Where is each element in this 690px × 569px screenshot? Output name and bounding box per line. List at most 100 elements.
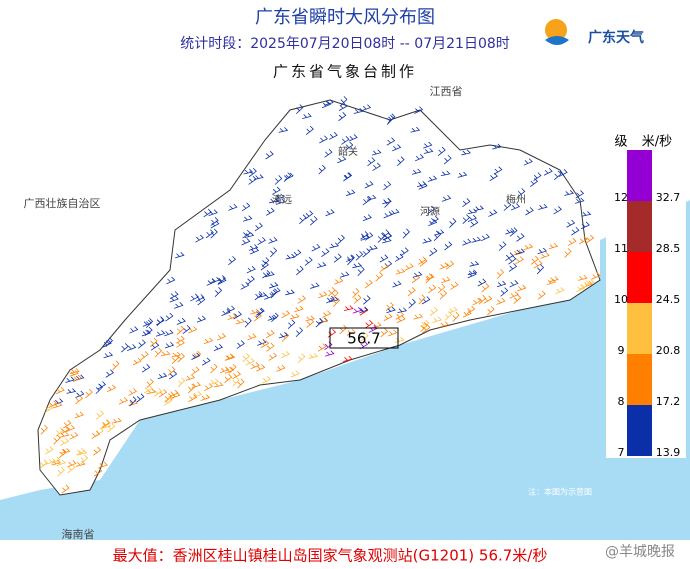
wind-barb xyxy=(492,143,502,150)
wind-barb xyxy=(357,266,365,277)
wind-barb xyxy=(515,256,524,265)
wind-barb xyxy=(269,197,279,204)
wind-barb xyxy=(427,175,438,182)
wind-barb xyxy=(538,203,548,210)
wind-barb xyxy=(388,329,398,337)
wind-barb xyxy=(553,170,562,181)
wind-barb xyxy=(450,281,459,290)
wind-barb xyxy=(306,318,315,328)
wind-barb xyxy=(250,308,260,315)
wind-barb xyxy=(154,387,163,397)
wind-barb xyxy=(334,277,344,285)
max-marker: 56.7 xyxy=(347,330,380,348)
wind-barb xyxy=(297,295,306,304)
wind-barb xyxy=(537,290,546,300)
wind-barb xyxy=(362,295,371,305)
wind-barb xyxy=(333,253,342,263)
wind-barb xyxy=(141,364,151,373)
wind-barb xyxy=(247,333,257,341)
logo-text: 广东天气 xyxy=(588,29,644,46)
wind-barb xyxy=(364,279,373,289)
wind-barb xyxy=(164,329,174,337)
sea xyxy=(0,200,690,540)
wind-barb xyxy=(428,284,437,294)
wind-barb xyxy=(444,241,453,251)
wind-barb xyxy=(127,344,137,352)
wind-barb xyxy=(240,281,250,290)
wind-barb xyxy=(228,256,237,266)
wind-barb xyxy=(210,363,218,374)
legend-header: 级 xyxy=(614,135,627,150)
wind-barb xyxy=(516,233,525,242)
wind-barb xyxy=(407,287,416,297)
wind-barb xyxy=(367,157,376,167)
wind-barb xyxy=(160,350,171,357)
legend-swatch xyxy=(627,354,652,405)
logo-cloud xyxy=(545,36,569,45)
wind-barb xyxy=(318,291,328,299)
wind-barb xyxy=(208,209,218,217)
wind-barb xyxy=(290,370,300,378)
wind-barb xyxy=(422,324,431,333)
wind-barb xyxy=(295,327,304,338)
wind-barb xyxy=(503,201,512,211)
legend-level: 8 xyxy=(618,395,625,408)
wind-barb xyxy=(185,374,196,381)
wind-barb xyxy=(540,252,550,259)
region-label: 海南省 xyxy=(62,527,95,541)
legend-swatch xyxy=(627,201,652,252)
wind-barb xyxy=(555,287,565,295)
wind-barb xyxy=(112,360,120,371)
wind-barb xyxy=(206,278,216,286)
wind-barb xyxy=(105,337,114,347)
wind-barb xyxy=(227,313,237,321)
wind-barb xyxy=(197,296,206,306)
wind-barb xyxy=(439,289,448,300)
wind-barb xyxy=(257,339,267,346)
wind-barb xyxy=(44,404,54,414)
wind-barb xyxy=(278,127,289,133)
wind-barb xyxy=(250,362,260,370)
wind-barb xyxy=(213,344,224,351)
wind-barb xyxy=(575,190,585,199)
wind-barb xyxy=(553,206,562,215)
wind-barb xyxy=(262,270,271,279)
wind-barb xyxy=(254,291,263,301)
wind-barb xyxy=(509,280,519,288)
wind-barb xyxy=(371,149,382,156)
wind-barb xyxy=(254,222,263,232)
wind-barb xyxy=(488,209,498,217)
wind-barb xyxy=(585,279,595,286)
wind-barb xyxy=(386,114,394,125)
wind-barb xyxy=(196,315,207,323)
wind-barb xyxy=(296,265,304,276)
wind-barb xyxy=(345,141,354,151)
wind-barb xyxy=(420,319,430,328)
wind-barb xyxy=(272,186,281,195)
wind-barb xyxy=(472,297,482,306)
wind-barb xyxy=(467,269,478,276)
wind-barb xyxy=(224,353,234,361)
wind-barb xyxy=(574,197,585,204)
wind-barb xyxy=(257,236,266,246)
wind-barb xyxy=(530,255,539,265)
wind-barb xyxy=(408,298,416,309)
wind-barb xyxy=(269,282,279,289)
wind-barb xyxy=(280,350,290,359)
wind-barb xyxy=(581,211,592,217)
wind-barb xyxy=(564,190,574,196)
wind-barb xyxy=(75,390,85,399)
wind-barb xyxy=(224,373,233,384)
wind-barb xyxy=(299,214,307,225)
wind-barb xyxy=(352,288,360,298)
wind-barb xyxy=(410,126,421,133)
wind-barb xyxy=(404,263,414,271)
wind-barb xyxy=(261,376,271,384)
wind-barb xyxy=(60,448,71,454)
wind-barb xyxy=(308,353,319,359)
wind-barb xyxy=(383,313,393,322)
wind-barb xyxy=(467,214,477,223)
wind-barb xyxy=(467,270,477,279)
wind-barb xyxy=(107,423,116,433)
wind-barb xyxy=(579,281,589,290)
